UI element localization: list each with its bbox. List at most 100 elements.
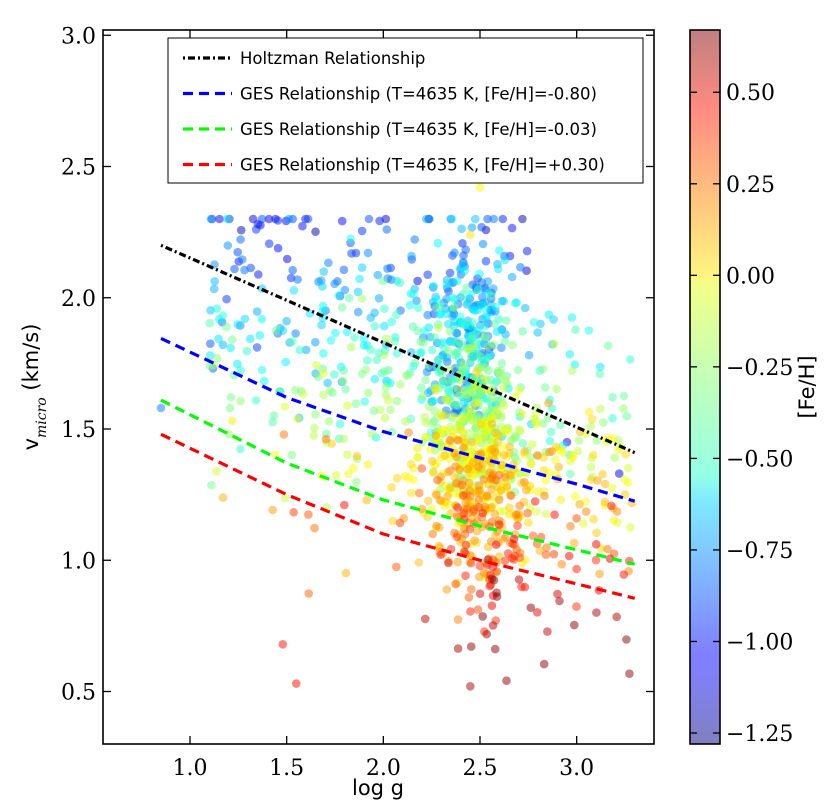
scatter-point [214,334,223,344]
scatter-point [565,350,575,359]
scatter-point [470,306,480,316]
scatter-point [595,369,605,379]
scatter-point [471,214,480,224]
scatter-point [331,470,341,480]
scatter-point [289,508,299,517]
scatter-point [236,225,246,235]
scatter-point [462,283,471,293]
legend: Holtzman Relationship GES Relationship (T… [167,37,644,184]
scatter-point [558,448,568,457]
scatter-point [523,508,532,518]
scatter-point [324,416,334,426]
scatter-point [426,444,435,454]
scatter-point [432,521,441,531]
scatter-point [461,540,471,550]
scatter-point [584,407,594,417]
scatter-point [352,451,362,461]
scatter-point [432,295,441,305]
legend-label: GES Relationship (T=4635 K, [Fe/H]=-0.03… [240,120,597,139]
scatter-point [460,320,470,330]
scatter-point [467,437,477,447]
scatter-point [453,385,463,394]
scatter-point [500,556,510,566]
scatter-point [466,642,476,651]
scatter-point [410,358,420,368]
scatter-point [352,477,361,487]
scatter-point [357,294,367,303]
scatter-point [466,607,475,616]
scatter-point [623,478,633,488]
scatter-point [494,520,504,529]
scatter-point [225,403,235,413]
scatter-point [452,512,462,521]
scatter-point [319,349,328,358]
scatter-point [236,444,245,454]
scatter-point [500,255,510,265]
scatter-point [330,370,339,379]
scatter-point [447,214,457,224]
scatter-point [346,234,355,243]
scatter-point [472,367,481,377]
scatter-point [536,319,545,329]
scatter-point [596,362,605,372]
scatter-point [568,453,577,462]
scatter-point [257,365,267,375]
scatter-point [453,557,463,567]
scatter-point [566,521,575,531]
colorbar-frame [689,29,721,745]
scatter-point [453,436,463,445]
scatter-point [423,310,433,320]
colorbar: 0.50 0.25 0.00 −0.25 −0.50 −0.75 −1.00 −1.25 [F… [689,29,819,747]
scatter-point [569,538,579,548]
scatter-point [457,480,467,490]
scatter-point [342,327,352,337]
scatter-point [526,603,536,612]
scatter-point [546,427,556,437]
scatter-point [467,223,477,232]
scatter-point [432,490,441,500]
scatter-point [528,531,538,540]
scatter-point [434,323,443,333]
scatter-point [468,331,478,340]
scatter-point [339,366,349,375]
scatter-point [481,256,491,266]
colorbar-gradient [690,30,720,744]
scatter-point [278,326,288,336]
scatter-point [419,338,428,347]
scatter-point [298,389,308,399]
scatter-point [530,497,540,506]
scatter-point [417,504,427,514]
scatter-point [252,307,262,316]
scatter-point [421,375,430,385]
scatter-point [408,475,418,485]
scatter-point [607,501,616,511]
scatter-point [505,442,514,452]
scatter-point [533,487,543,496]
scatter-point [448,293,457,303]
scatter-point [357,263,367,272]
scatter-point [545,447,554,457]
scatter-point [520,447,529,456]
scatter-point [514,425,524,434]
scatter-point [555,596,564,606]
scatter-point [413,452,422,462]
scatter-point [240,265,249,275]
scatter-point [526,459,535,468]
scatter-point [226,393,236,402]
scatter-point [381,383,391,392]
scatter-point [424,496,433,506]
scatter-point [452,532,462,542]
scatter-point [213,353,222,363]
scatter-point [284,214,294,224]
scatter-point [350,333,359,342]
scatter-point [380,304,389,314]
scatter-point [524,518,533,527]
scatter-point [541,509,551,519]
scatter-point [363,388,373,398]
scatter-point [366,313,376,323]
scatter-point [487,419,497,429]
x-tick-label: 2.0 [366,756,401,781]
scatter-point [210,277,219,286]
scatter-point [445,327,455,336]
